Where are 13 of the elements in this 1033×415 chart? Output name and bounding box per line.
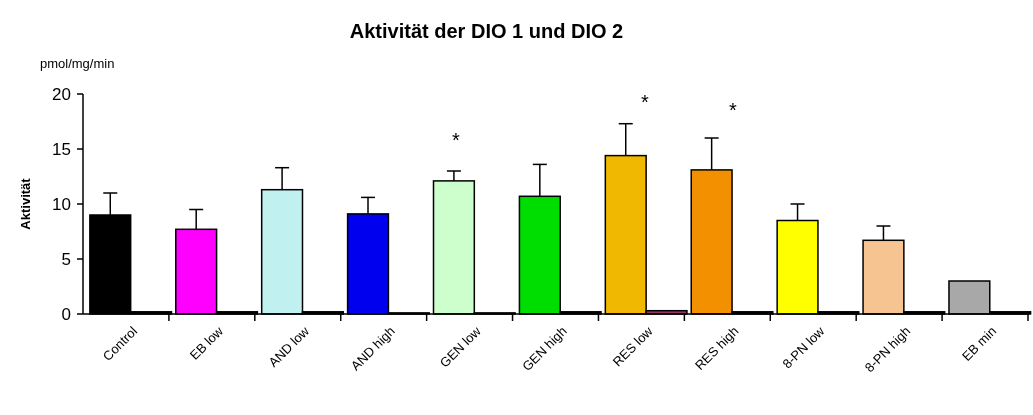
y-tick-label: 20 [52,84,71,104]
annotation: * [729,99,738,121]
y-tick-label: 15 [52,139,71,159]
annotation: * [452,129,461,151]
text: pmol/mg/min [40,56,115,71]
y-tick-label: 10 [52,194,71,214]
x-tick-label: EB min [958,323,1000,364]
annotation: * [641,91,650,113]
y-tick-label: 5 [61,249,71,269]
y-tick-label: 0 [61,304,71,324]
x-tick-label: EB low [186,323,227,363]
chart-title: Aktivität der DIO 1 und DIO 2 [349,20,624,42]
y-axis-title: Aktivität [18,177,33,230]
